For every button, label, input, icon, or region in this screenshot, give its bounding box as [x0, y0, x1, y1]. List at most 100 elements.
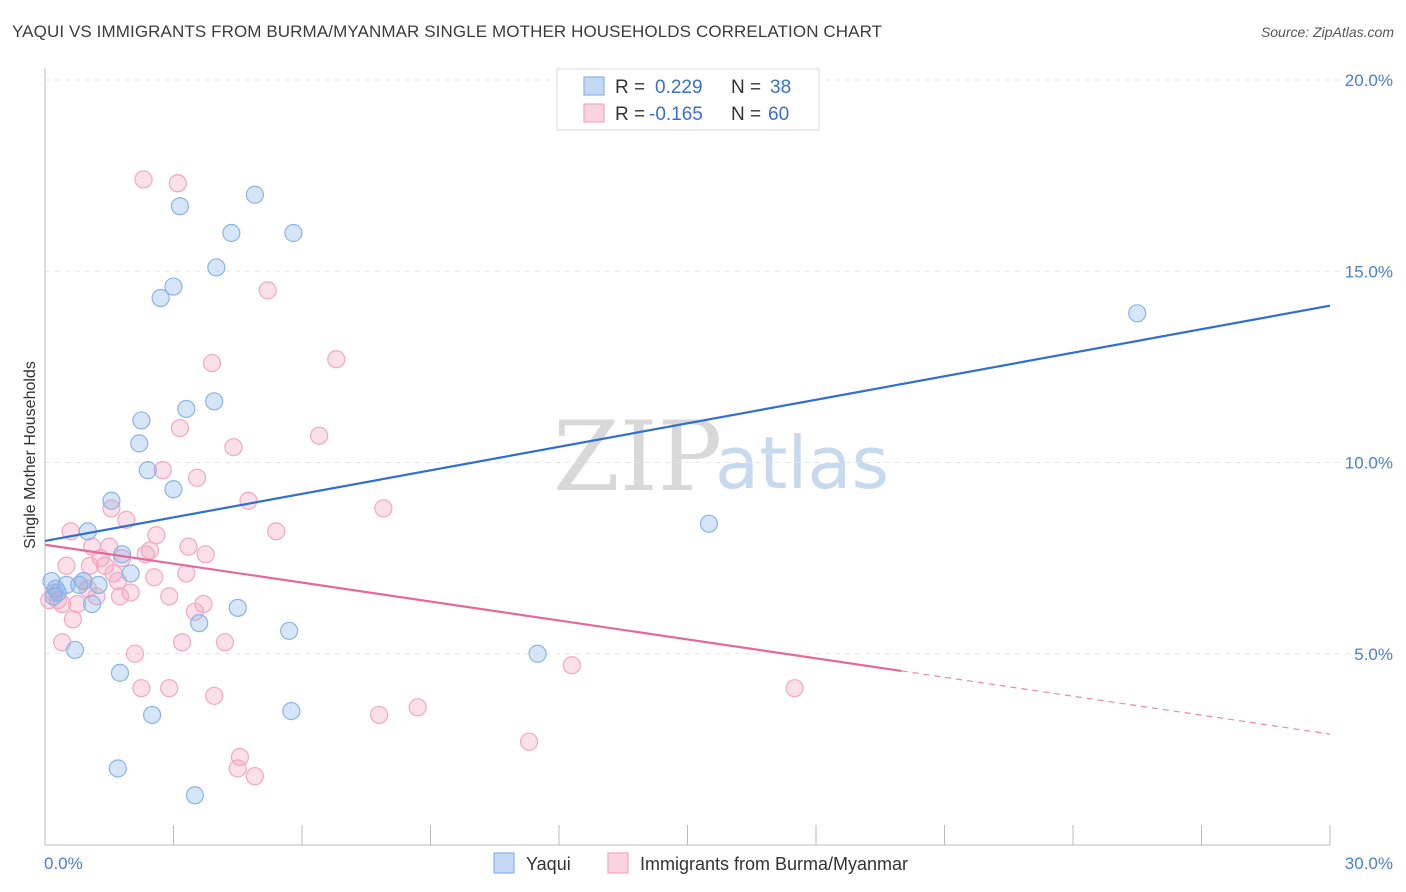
yaqui-point: [282, 702, 301, 721]
burma-point: [145, 568, 164, 587]
y-tick-label: 10.0%: [1345, 454, 1393, 473]
yaqui-point: [164, 480, 183, 499]
series-yaqui-points: [42, 185, 1147, 805]
y-axis-label: Single Mother Households: [22, 361, 39, 549]
burma-point: [258, 281, 277, 300]
burma-point: [519, 732, 539, 751]
burma-point: [170, 418, 190, 438]
burma-point: [134, 170, 153, 189]
yaqui-point: [102, 491, 121, 510]
burma-point: [408, 698, 427, 717]
yaqui-point: [1128, 304, 1147, 323]
yaqui-point: [130, 434, 149, 453]
yaqui-point: [132, 411, 151, 430]
burma-point: [147, 526, 166, 545]
y-tick-label: 5.0%: [1354, 645, 1393, 664]
burma-point: [102, 499, 121, 518]
trend-lines: [44, 304, 1331, 735]
burma-point: [172, 633, 192, 652]
x-tick-label-start: 0.0%: [44, 854, 83, 873]
yaqui-point: [190, 614, 209, 633]
burma-point: [562, 656, 581, 675]
burma-point: [370, 705, 389, 725]
chart-title: YAQUI VS IMMIGRANTS FROM BURMA/MYANMAR S…: [12, 22, 883, 41]
y-tick-label: 20.0%: [1345, 71, 1393, 90]
yaqui-point: [110, 663, 130, 682]
burma-point: [267, 522, 286, 541]
legend-swatch-yaqui: [583, 76, 605, 96]
burma-point: [239, 491, 258, 510]
yaqui-point: [151, 288, 170, 308]
yaqui-point: [222, 223, 241, 243]
yaqui-point: [108, 759, 127, 778]
yaqui-point: [205, 392, 224, 411]
series-burma-points: [40, 170, 804, 786]
burma-point: [785, 679, 804, 698]
yaqui-point: [284, 223, 303, 243]
yaqui-point: [57, 575, 76, 595]
burma-point: [327, 350, 346, 369]
burma-point: [194, 594, 213, 614]
yaqui-point: [83, 594, 102, 614]
yaqui-point: [44, 587, 63, 606]
burma-point: [160, 679, 179, 698]
burma-point: [245, 767, 264, 786]
yaqui-point: [228, 598, 247, 617]
watermark-atlas: atlas: [715, 421, 889, 505]
burma-point: [110, 587, 130, 606]
legend-n-label-2: N =: [731, 104, 761, 125]
burma-point: [196, 545, 215, 564]
yaqui-point: [164, 277, 183, 296]
legend-r-label-1: R =: [615, 77, 645, 98]
yaqui-trend-line: [44, 304, 1331, 542]
burma-point: [230, 747, 249, 767]
yaqui-point: [280, 621, 299, 640]
yaqui-point: [170, 197, 190, 216]
yaqui-point: [207, 258, 226, 277]
burma-point: [374, 499, 393, 518]
series-legend: Yaqui Immigrants from Burma/Myanmar: [493, 852, 908, 874]
burma-trend-line-extrapolated: [901, 670, 1331, 735]
legend-swatch-burma-bottom: [607, 852, 629, 874]
source-label: Source: ZipAtlas.com: [1260, 24, 1394, 40]
burma-point: [215, 633, 234, 652]
burma-point: [125, 644, 145, 663]
yaqui-point: [74, 571, 93, 591]
legend-n-value-1: 38: [770, 77, 791, 98]
x-tick-label-end: 30.0%: [1345, 854, 1393, 873]
legend-n-value-2: 60: [768, 104, 789, 125]
legend-label-yaqui: Yaqui: [526, 854, 571, 874]
yaqui-point: [121, 564, 140, 583]
burma-point: [202, 353, 222, 373]
axes: 5.0% 10.0% 15.0% 20.0% 0.0% 30.0%: [44, 68, 1393, 873]
burma-point: [160, 587, 179, 606]
yaqui-point: [138, 461, 157, 480]
legend-n-label-1: N =: [731, 77, 761, 98]
yaqui-point: [89, 575, 108, 595]
burma-point: [68, 594, 87, 614]
yaqui-point: [528, 644, 547, 663]
burma-point: [228, 759, 247, 778]
burma-point: [205, 686, 224, 705]
burma-point: [132, 679, 151, 698]
yaqui-point: [185, 786, 205, 805]
yaqui-point: [142, 705, 162, 725]
legend-r-value-2: -0.165: [649, 104, 703, 125]
legend-swatch-yaqui-bottom: [493, 852, 515, 874]
burma-point: [57, 556, 76, 575]
burma-point: [153, 461, 172, 480]
legend-r-value-1: 0.229: [655, 77, 703, 98]
legend-r-label-2: R =: [615, 104, 645, 125]
burma-point: [168, 174, 187, 193]
stats-legend: R = 0.229 N = 38 R = -0.165 N = 60: [556, 68, 820, 131]
burma-point: [121, 583, 140, 602]
legend-label-burma: Immigrants from Burma/Myanmar: [640, 854, 908, 874]
y-tick-label: 15.0%: [1345, 262, 1393, 281]
yaqui-point: [177, 399, 196, 419]
yaqui-point: [699, 514, 719, 533]
burma-point: [310, 426, 329, 445]
burma-point: [179, 537, 198, 556]
yaqui-point: [245, 185, 264, 204]
burma-point: [187, 468, 207, 487]
